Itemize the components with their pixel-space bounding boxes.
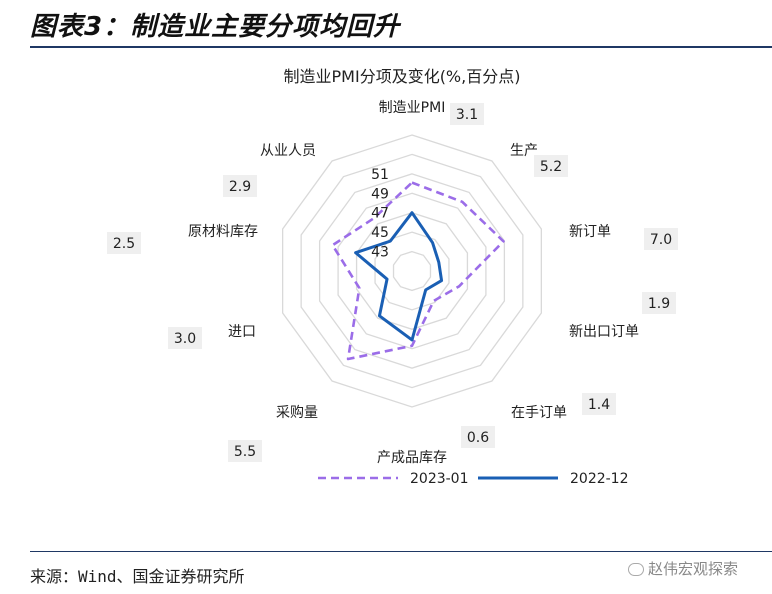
wechat-icon: [628, 563, 644, 576]
change-box: [644, 228, 678, 250]
change-label: 3.1: [456, 107, 478, 123]
legend-label-2022-12: 2022-12: [570, 471, 629, 487]
change-label: 3.0: [174, 331, 196, 347]
legend-label-2023-01: 2023-01: [410, 471, 469, 487]
radial-tick-label: 43: [371, 245, 389, 261]
grid-ring: [318, 173, 506, 369]
change-box: [582, 393, 616, 415]
change-label: 2.5: [113, 236, 135, 252]
figure-heading: 图表3：制造业主要分项均回升: [30, 12, 401, 42]
axis-label-10: 从业人员: [260, 143, 316, 159]
radar-grid: [282, 134, 542, 408]
change-label: 5.2: [540, 159, 562, 175]
change-box: [642, 292, 676, 314]
grid-ring: [392, 250, 432, 292]
change-box: [168, 327, 202, 349]
radial-tick-labels: 43 45 47 49 51: [371, 167, 389, 261]
grid-ring: [282, 134, 542, 408]
change-label: 5.5: [234, 444, 256, 460]
grid-ring: [337, 192, 487, 350]
change-label: 0.6: [467, 430, 489, 446]
radial-tick-label: 47: [371, 206, 389, 222]
change-label: 1.9: [648, 296, 670, 312]
change-box: [228, 440, 262, 462]
source-note: 来源：Wind、国金证券研究所: [30, 567, 245, 586]
radial-tick-label: 49: [371, 186, 389, 202]
change-label: 2.9: [229, 179, 251, 195]
change-box: [450, 103, 484, 125]
change-label: 1.4: [588, 397, 610, 413]
chart-title: 制造业PMI分项及变化(%,百分点): [284, 67, 521, 86]
axis-label-8: 进口: [228, 324, 256, 340]
footer-divider: [30, 551, 772, 552]
change-box: [534, 155, 568, 177]
axis-label-7: 采购量: [276, 405, 318, 421]
axis-label-5: 在手订单: [511, 405, 567, 421]
grid-ring: [374, 231, 450, 311]
axis-label-6: 产成品库存: [377, 450, 447, 466]
axis-label-4: 新出口订单: [569, 324, 639, 340]
axis-label-9: 原材料库存: [188, 224, 258, 240]
radar-chart: 制造业PMI分项及变化(%,百分点) 43 45 47 49 51 制造业PMI 生产新订…: [107, 67, 678, 487]
radial-tick-label: 51: [371, 167, 389, 183]
legend: 2023-01 2022-12: [318, 471, 629, 487]
axis-label-1: 制造业PMI: [379, 100, 446, 116]
series-line-2023-01: [331, 181, 505, 361]
axis-label-3: 新订单: [569, 224, 611, 240]
change-box: [107, 232, 141, 254]
grid-ring: [355, 212, 469, 330]
watermark: 赵伟宏观探索: [628, 558, 738, 579]
axis-label-2: 生产: [510, 143, 538, 159]
change-box: [461, 426, 495, 448]
radial-tick-label: 45: [371, 225, 389, 241]
grid-ring: [300, 153, 524, 389]
series-line-2022-12: [354, 211, 444, 342]
series-layer: [331, 181, 505, 361]
heading-divider: [30, 46, 772, 48]
change-label: 7.0: [650, 232, 672, 248]
change-labels: 3.1 5.2 7.0 1.9 1.4 0.6 5.5 3.0 2.5 2.9: [107, 103, 678, 462]
watermark-text: 赵伟宏观探索: [648, 560, 739, 578]
change-box: [223, 175, 257, 197]
